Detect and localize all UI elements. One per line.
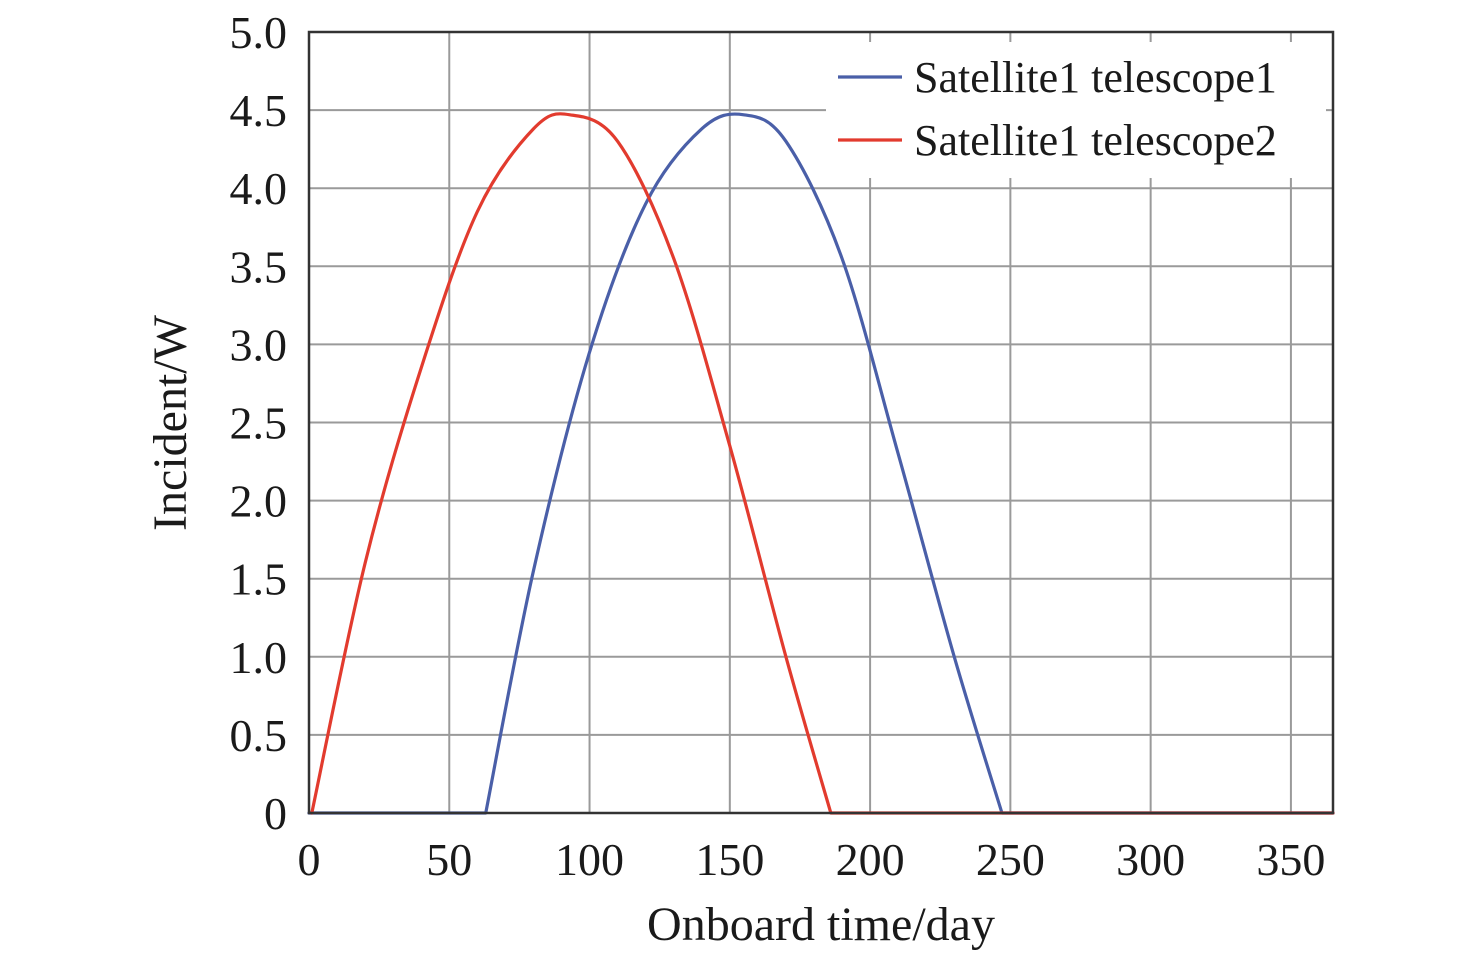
y-tick-label: 5.0 xyxy=(230,7,288,58)
y-tick-label: 2.5 xyxy=(230,398,288,449)
x-tick-labels: 0 50 100 150 200 250 300 350 xyxy=(298,834,1326,885)
y-tick-label: 2.0 xyxy=(230,476,288,527)
y-tick-label: 3.0 xyxy=(230,319,288,370)
y-tick-label: 1.5 xyxy=(230,554,288,605)
y-tick-label: 3.5 xyxy=(230,241,288,292)
y-tick-labels: 0 0.5 1.0 1.5 2.0 2.5 3.0 3.5 4.0 4.5 5.0 xyxy=(230,7,288,839)
x-tick-label: 200 xyxy=(836,834,905,885)
x-tick-label: 250 xyxy=(976,834,1045,885)
y-tick-label: 0 xyxy=(264,788,287,839)
x-tick-label: 100 xyxy=(555,834,624,885)
y-tick-label: 4.5 xyxy=(230,85,288,136)
x-tick-label: 50 xyxy=(426,834,472,885)
x-tick-label: 350 xyxy=(1256,834,1325,885)
legend-background xyxy=(826,42,1326,178)
y-axis-label: Incident/W xyxy=(144,314,197,531)
x-axis-label: Onboard time/day xyxy=(647,898,995,951)
series-line-1 xyxy=(307,112,1335,815)
series-line-2 xyxy=(310,112,1335,815)
legend: Satellite1 telescope1 Satellite1 telescop… xyxy=(826,42,1326,178)
y-tick-label: 4.0 xyxy=(230,163,288,214)
series-lines xyxy=(307,112,1335,815)
legend-label-2: Satellite1 telescope2 xyxy=(914,116,1277,165)
y-tick-label: 0.5 xyxy=(230,710,288,761)
y-tick-label: 1.0 xyxy=(230,632,288,683)
x-tick-label: 0 xyxy=(298,834,321,885)
x-tick-label: 300 xyxy=(1116,834,1185,885)
legend-label-1: Satellite1 telescope1 xyxy=(914,53,1277,102)
plot-frame xyxy=(307,30,1335,815)
x-tick-label: 150 xyxy=(695,834,764,885)
